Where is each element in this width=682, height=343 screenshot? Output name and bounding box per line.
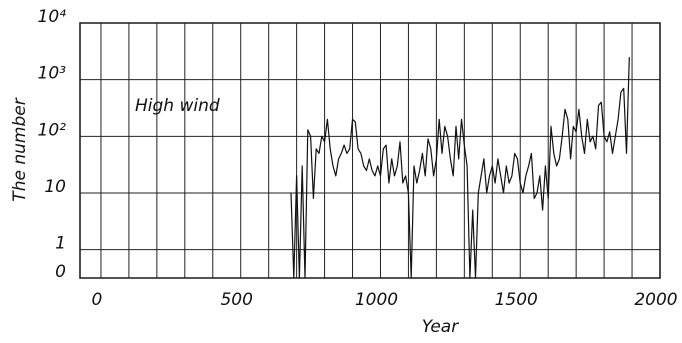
x-tick-label: 1500 [495,290,538,310]
annotation: High wind [135,96,220,116]
x-tick-label: 2000 [634,290,677,310]
y-tick-label: 10 [44,177,66,197]
x-tick-label: 0 [92,290,103,310]
y-tick-label: 10³ [38,64,67,84]
y-tick-label: 1 [55,234,66,254]
x-tick-label: 500 [220,290,252,310]
data-line [290,57,630,279]
y-axis-label: The number [10,97,30,201]
x-axis-label: Year [422,317,459,337]
y-tick-label: 0 [55,262,66,282]
y-tick-label: 10² [38,120,67,140]
x-tick-label: 1000 [355,290,398,310]
plot-frame [79,22,661,279]
y-tick-label: 10⁴ [38,7,67,27]
